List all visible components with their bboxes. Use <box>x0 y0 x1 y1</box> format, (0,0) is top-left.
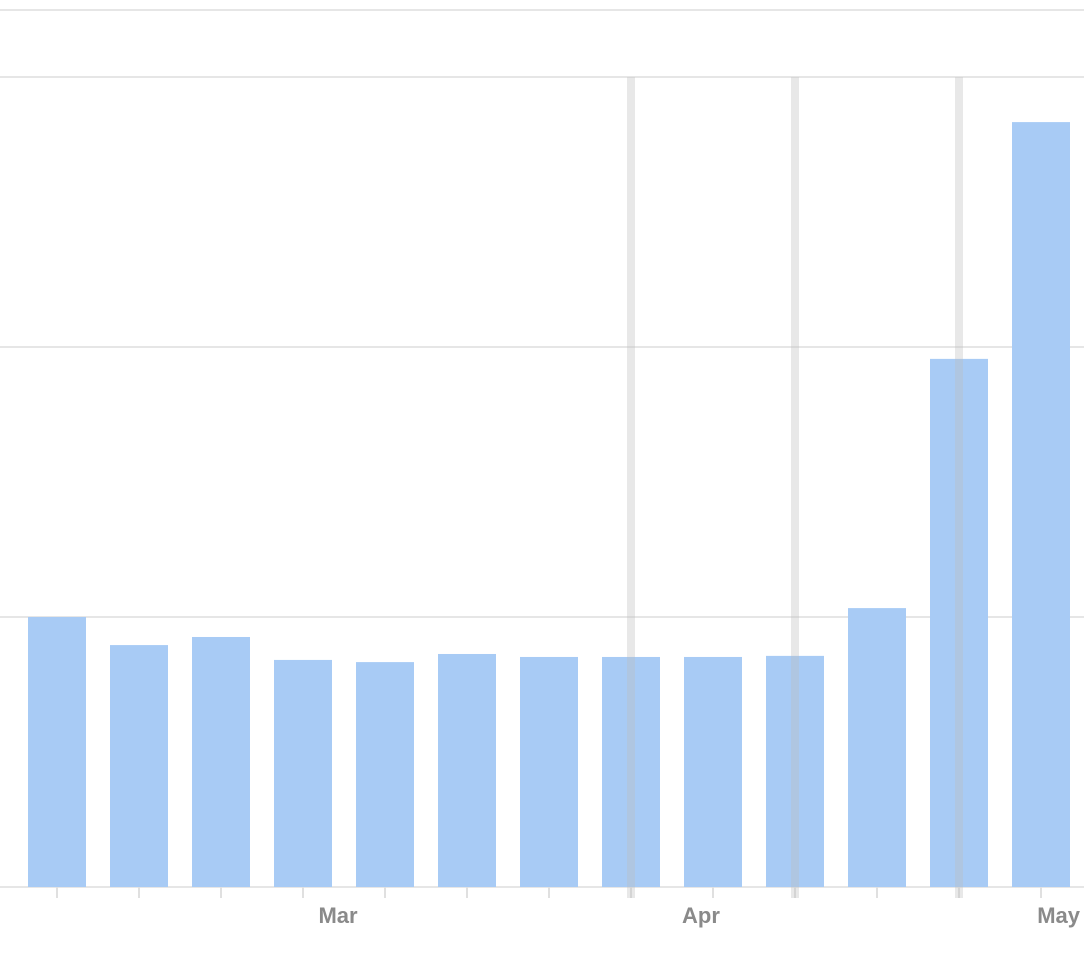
x-tick-label: Mar <box>318 903 358 928</box>
bar <box>438 653 496 887</box>
bar <box>930 358 988 887</box>
bar <box>110 645 168 887</box>
bar <box>274 659 332 887</box>
bar <box>602 656 660 887</box>
bar <box>192 636 250 887</box>
bar <box>1012 122 1070 888</box>
x-tick-label: Apr <box>682 903 720 928</box>
bar <box>356 662 414 887</box>
bar <box>520 656 578 887</box>
bar <box>28 617 86 887</box>
bar <box>766 655 824 887</box>
bar <box>684 656 742 887</box>
bar <box>848 608 906 887</box>
x-tick-label: May <box>1037 903 1081 928</box>
